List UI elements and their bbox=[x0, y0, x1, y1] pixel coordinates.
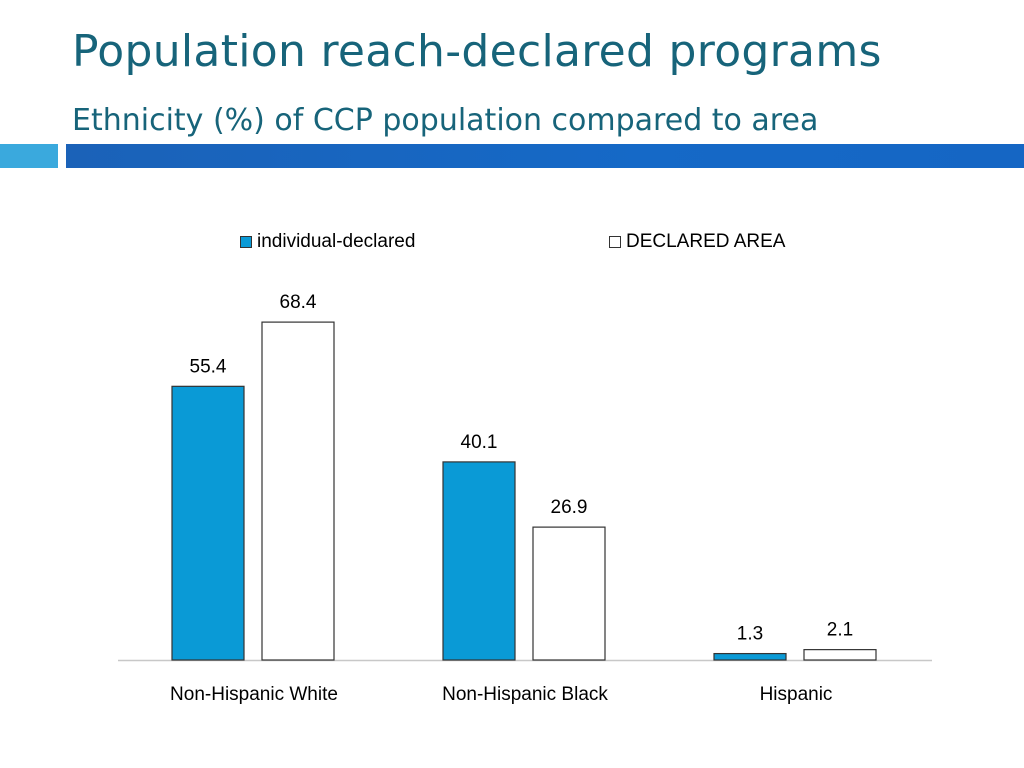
data-label-declared-area-non-hispanic-white: 68.4 bbox=[280, 292, 317, 313]
data-label-declared-area-hispanic: 2.1 bbox=[827, 620, 853, 641]
data-label-individual-declared-hispanic: 1.3 bbox=[737, 624, 763, 645]
bar-individual-declared-hispanic bbox=[713, 652, 787, 661]
legend-label-declared-area: DECLARED AREA bbox=[626, 231, 786, 252]
legend-item-declared-area: DECLARED AREA bbox=[609, 231, 785, 253]
x-tick-label-non-hispanic-white: Non-Hispanic White bbox=[170, 684, 338, 705]
bar-individual-declared-non-hispanic-black bbox=[442, 461, 516, 661]
chart-legend: individual-declared DECLARED AREA bbox=[0, 231, 1024, 255]
bar-declared-area-non-hispanic-white bbox=[261, 321, 335, 661]
legend-item-individual-declared: individual-declared bbox=[240, 231, 415, 253]
legend-swatch-declared-area bbox=[609, 236, 621, 248]
bar-individual-declared-non-hispanic-white bbox=[171, 385, 245, 661]
x-tick-label-non-hispanic-black: Non-Hispanic Black bbox=[442, 684, 608, 705]
slide-title: Population reach-declared programs bbox=[72, 26, 882, 77]
accent-bar-left bbox=[0, 144, 58, 168]
slide-subtitle: Ethnicity (%) of CCP population compared… bbox=[72, 103, 819, 138]
legend-label-individual-declared: individual-declared bbox=[257, 231, 416, 252]
legend-swatch-individual-declared bbox=[240, 236, 252, 248]
data-label-declared-area-non-hispanic-black: 26.9 bbox=[551, 497, 588, 518]
data-label-individual-declared-non-hispanic-white: 55.4 bbox=[190, 356, 227, 377]
bar-declared-area-hispanic bbox=[803, 649, 877, 661]
data-label-individual-declared-non-hispanic-black: 40.1 bbox=[461, 432, 498, 453]
bar-declared-area-non-hispanic-black bbox=[532, 526, 606, 661]
x-tick-label-hispanic: Hispanic bbox=[760, 684, 833, 705]
accent-bar-right bbox=[66, 144, 1024, 168]
